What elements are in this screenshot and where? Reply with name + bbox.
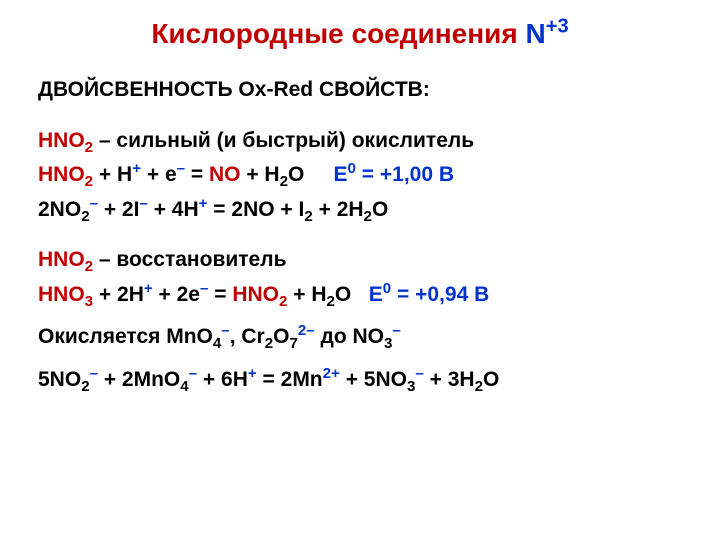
formula: HNO2 (38, 129, 93, 152)
text: = 2NO + I (207, 198, 304, 221)
text: + H (287, 283, 326, 306)
line-7: Окисляется MnO4–, Cr2O72– до NO3– (38, 321, 682, 354)
text: + 2MnO (98, 368, 180, 391)
text: O (372, 198, 388, 221)
formula: HNO2 (38, 163, 93, 186)
line-4: 2NO2– + 2I– + 4H+ = 2NO + I2 + 2H2O (38, 194, 682, 227)
formula: HNO3 (38, 283, 93, 306)
text: – сильный (и быстрый) окислитель (93, 129, 474, 152)
text: ДВОЙСВЕННОСТЬ Ox-Red СВОЙСТВ: (38, 78, 430, 101)
formula: HNO2 (38, 248, 93, 271)
text: O (288, 163, 304, 186)
charge: + (144, 280, 153, 297)
line-1: ДВОЙСВЕННОСТЬ Ox-Red СВОЙСТВ: (38, 74, 682, 107)
text: + e (141, 163, 177, 186)
charge: – (139, 195, 147, 212)
text: + 6H (197, 368, 248, 391)
charge: + (132, 160, 141, 177)
text: + H (93, 163, 132, 186)
text: + 2H (313, 198, 364, 221)
text: до NO (315, 325, 384, 348)
line-3: HNO2 + H+ + e– = NO + H2O E0 = +1,00 B (38, 159, 682, 192)
page-title: Кислородные соединения N+3 (38, 18, 682, 50)
text: 5NO (38, 368, 81, 391)
text: , Cr (230, 325, 265, 348)
text: 2NO (38, 198, 81, 221)
line-6: HNO3 + 2H+ + 2e– = HNO2 + H2O E0 = +0,94… (38, 279, 682, 312)
text: + 3H (424, 368, 475, 391)
formula: NO (209, 163, 241, 186)
charge: – (392, 322, 400, 339)
text: – восстановитель (93, 248, 286, 271)
charge: – (415, 365, 423, 382)
charge: – (177, 160, 185, 177)
formula: HNO2 (232, 283, 287, 306)
text: + 5NO (340, 368, 407, 391)
title-charge: +3 (546, 16, 569, 38)
text: Окисляется MnO (38, 325, 213, 348)
potential: E0 = +1,00 B (334, 163, 455, 186)
charge: – (221, 322, 229, 339)
charge: – (189, 365, 197, 382)
charge: – (90, 195, 98, 212)
text: = (208, 283, 232, 306)
potential: E0 = +0,94 B (369, 283, 490, 306)
text: + H (240, 163, 279, 186)
text: = (185, 163, 209, 186)
charge: – (90, 365, 98, 382)
content-body: ДВОЙСВЕННОСТЬ Ox-Red СВОЙСТВ: HNO2 – сил… (38, 74, 682, 396)
title-symbol: N (525, 18, 545, 49)
charge: 2– (298, 322, 315, 339)
title-text: Кислородные соединения (151, 18, 525, 49)
charge: 2+ (323, 365, 340, 382)
text: O (335, 283, 351, 306)
text: + 4H (148, 198, 199, 221)
text: + 2e (153, 283, 200, 306)
text: = 2Mn (257, 368, 323, 391)
charge: + (248, 365, 257, 382)
line-8: 5NO2– + 2MnO4– + 6H+ = 2Mn2+ + 5NO3– + 3… (38, 364, 682, 397)
text: + 2H (93, 283, 144, 306)
line-2: HNO2 – сильный (и быстрый) окислитель (38, 125, 682, 158)
text: O (483, 368, 499, 391)
text: O (273, 325, 289, 348)
line-5: HNO2 – восстановитель (38, 244, 682, 277)
text: + 2I (98, 198, 139, 221)
